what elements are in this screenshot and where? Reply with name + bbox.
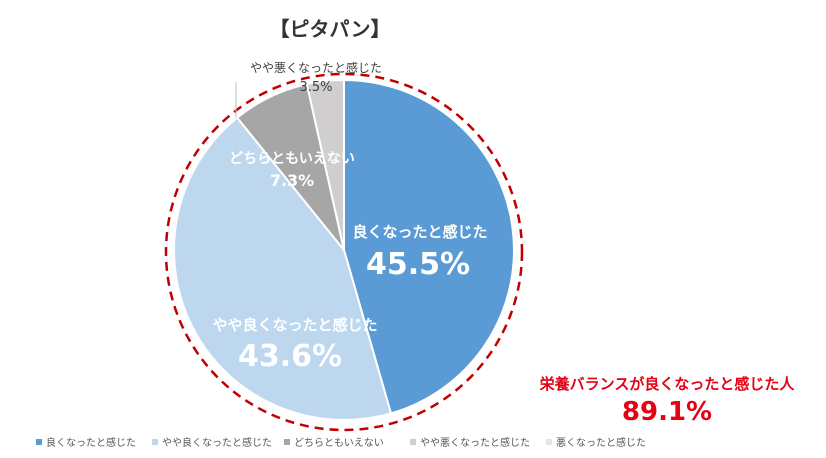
legend-label: やや良くなったと感じた: [162, 436, 272, 449]
legend-swatch: [152, 439, 158, 445]
highlight-dashed-circle: [164, 72, 524, 432]
slice-label-neutral: どちらともいえない: [229, 151, 355, 167]
legend-swatch: [546, 439, 552, 445]
pie-slices: [172, 78, 515, 421]
slice-good: [343, 78, 515, 415]
slice-label-somewhat-bad: やや悪くなったと感じた: [250, 60, 382, 75]
legend-swatch: [410, 439, 416, 445]
legend-swatch: [36, 439, 42, 445]
slice-somewhat-good: [172, 116, 393, 421]
slice-value-somewhat-bad: 3.5%: [299, 80, 332, 95]
slice-value-somewhat-good: 43.6%: [238, 339, 342, 374]
slice-value-neutral: 7.3%: [270, 171, 314, 190]
legend-swatch: [284, 439, 290, 445]
legend-label: 悪くなったと感じた: [556, 436, 646, 449]
slice-somewhat-bad: [305, 78, 345, 251]
slice-value-good: 45.5%: [366, 247, 470, 282]
slice-label-good: 良くなったと感じた: [352, 223, 487, 241]
chart-title: 【ピタパン】: [270, 17, 391, 41]
annotation-text: 栄養バランスが良くなったと感じた人: [539, 375, 796, 393]
legend-label: 良くなったと感じた: [46, 436, 136, 449]
legend-label: どちらともいえない: [294, 437, 384, 449]
slice-label-somewhat-good: やや良くなったと感じた: [212, 316, 377, 334]
legend-label: やや悪くなったと感じた: [420, 436, 530, 449]
annotation-value: 89.1%: [622, 397, 712, 427]
legend: 良くなったと感じた やや良くなったと感じた どちらともいえない やや悪くなったと感じた…: [36, 436, 646, 449]
